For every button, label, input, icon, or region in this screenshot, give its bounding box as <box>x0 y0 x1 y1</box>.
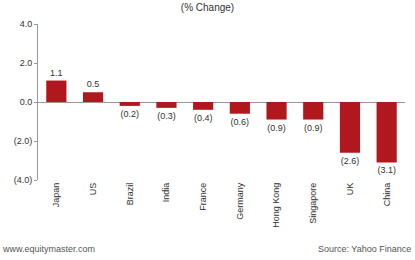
svg-text:China: China <box>382 183 392 207</box>
svg-text:www.equitymaster.com: www.equitymaster.com <box>2 244 95 254</box>
svg-text:(4.0): (4.0) <box>14 175 33 185</box>
svg-text:(0.9): (0.9) <box>304 123 323 133</box>
svg-text:(2.0): (2.0) <box>14 136 33 146</box>
svg-text:Japan: Japan <box>51 183 61 208</box>
svg-text:(3.1): (3.1) <box>377 165 396 175</box>
svg-text:(0.4): (0.4) <box>194 113 213 123</box>
svg-text:1.1: 1.1 <box>50 68 63 78</box>
svg-text:(2.6): (2.6) <box>341 156 360 166</box>
svg-text:(0.6): (0.6) <box>231 117 250 127</box>
svg-text:France: France <box>198 183 208 211</box>
svg-text:Brazil: Brazil <box>125 183 135 206</box>
svg-text:(0.3): (0.3) <box>157 111 176 121</box>
svg-text:(0.2): (0.2) <box>120 109 139 119</box>
svg-text:Source: Yahoo Finance: Source: Yahoo Finance <box>318 244 411 254</box>
svg-text:UK: UK <box>345 183 355 196</box>
svg-text:(% Change): (% Change) <box>181 2 234 13</box>
svg-text:US: US <box>88 183 98 196</box>
svg-text:0.5: 0.5 <box>87 79 100 89</box>
svg-text:(0.9): (0.9) <box>267 123 286 133</box>
svg-text:Singapore: Singapore <box>308 183 318 224</box>
svg-text:0.0: 0.0 <box>20 97 33 107</box>
svg-text:India: India <box>161 183 171 203</box>
svg-text:Germany: Germany <box>235 182 245 220</box>
svg-text:Hong Kong: Hong Kong <box>271 183 281 228</box>
svg-text:2.0: 2.0 <box>20 58 33 68</box>
svg-text:4.0: 4.0 <box>20 19 33 29</box>
